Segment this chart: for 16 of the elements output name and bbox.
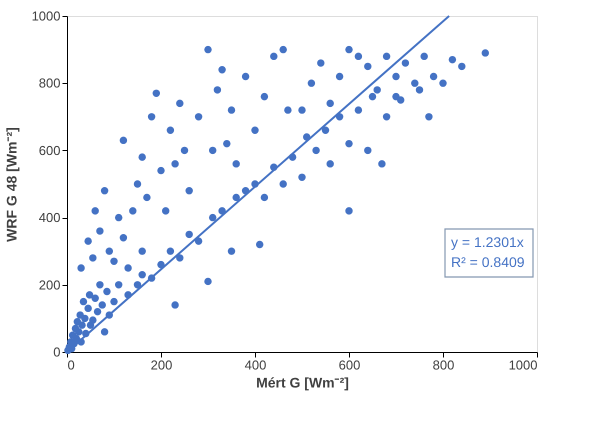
y-tick-label: 0	[53, 344, 60, 360]
x-tick-label: 400	[244, 358, 266, 372]
x-tick-label: 800	[432, 358, 454, 372]
x-tick-label: 200	[150, 358, 172, 372]
y-tick-label: 800	[38, 76, 60, 91]
y-tick-label: 1000	[32, 8, 60, 24]
y-tick-label: 400	[38, 210, 60, 226]
annotation: y = 1.2301x	[451, 234, 524, 250]
x-tick-label: 0	[68, 358, 75, 372]
annotation: R² = 0.8409	[451, 254, 525, 270]
y-tick-label: 200	[38, 277, 60, 292]
y-axis-title: WRF G 48 [Wm⁻²]	[4, 127, 20, 242]
x-tick-label: 1000	[508, 358, 538, 372]
y-tick-label: 600	[38, 142, 60, 158]
x-tick-label: 600	[338, 358, 360, 372]
x-axis-title: Mért G [Wm⁻²]	[256, 374, 349, 390]
